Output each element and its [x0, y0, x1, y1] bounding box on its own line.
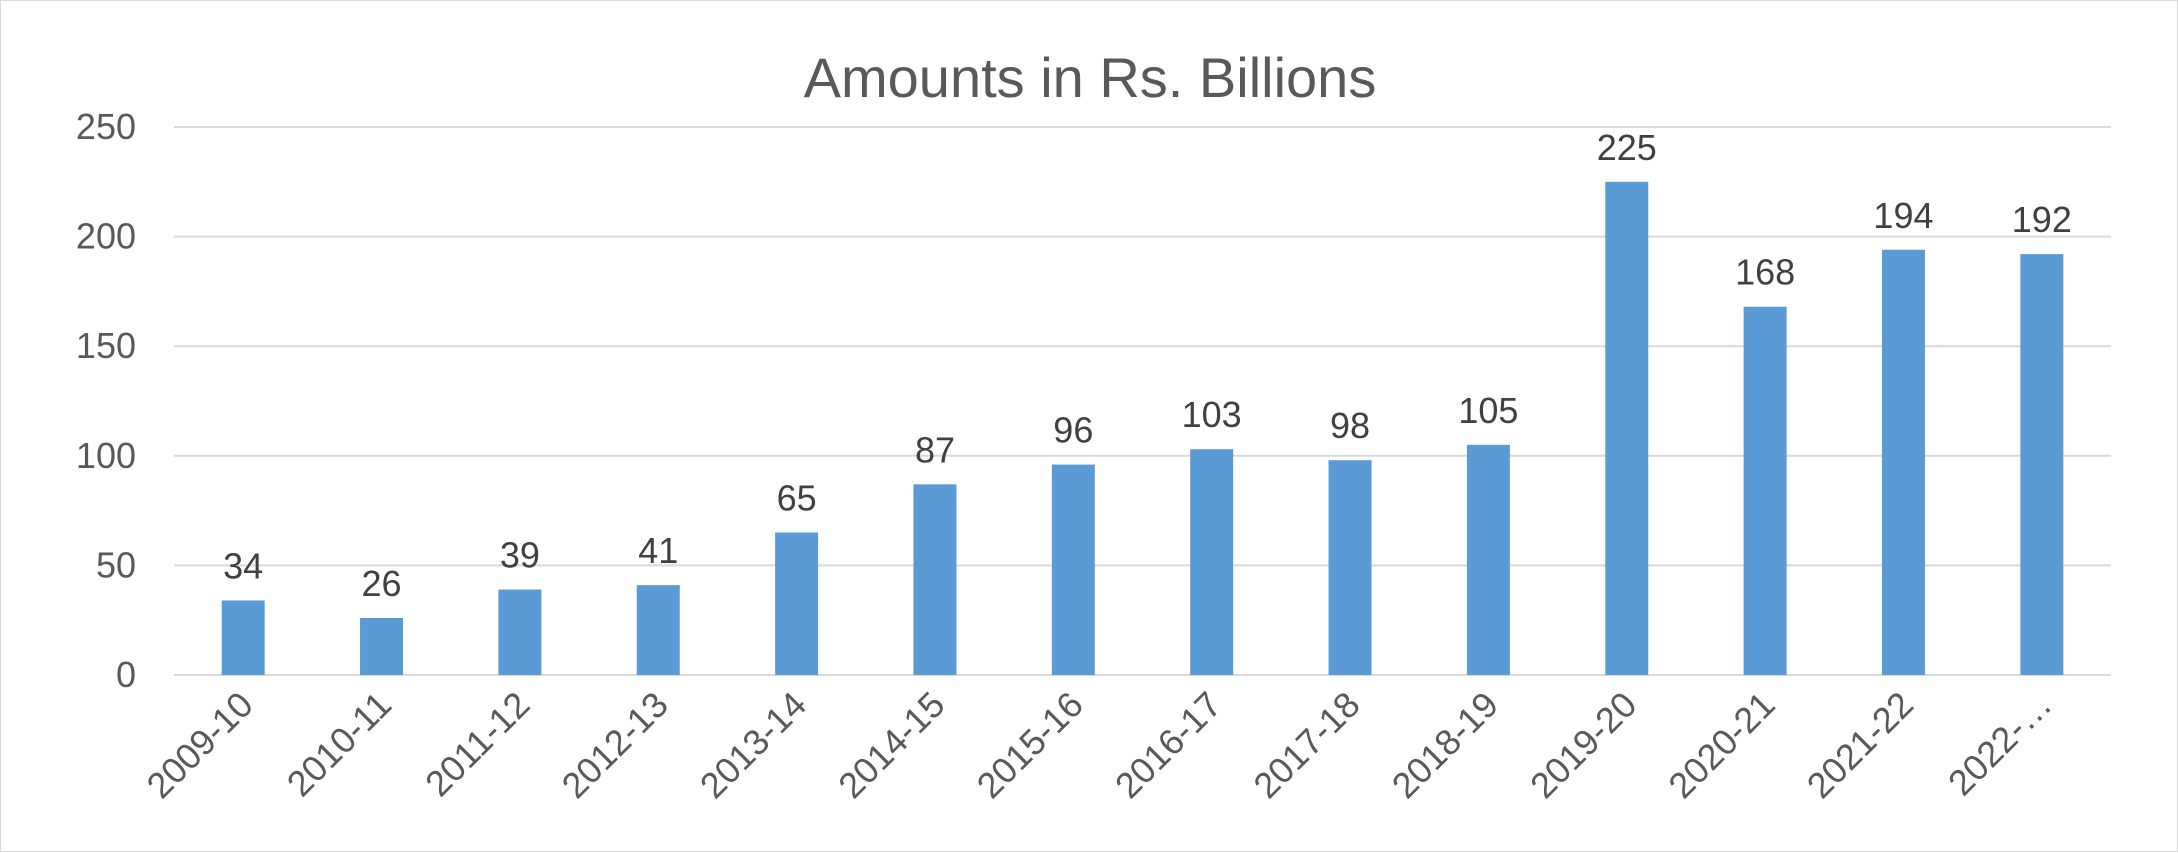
- x-tick-label: 2022-…: [1940, 684, 2060, 804]
- y-tick-label: 50: [96, 544, 136, 585]
- bar: [636, 585, 680, 675]
- bar: [498, 589, 542, 675]
- data-label: 225: [1597, 127, 1657, 168]
- data-label: 96: [1053, 410, 1093, 451]
- x-tick-label: 2009-10: [138, 684, 260, 806]
- bar: [1881, 249, 1925, 675]
- y-tick-label: 100: [76, 435, 136, 476]
- data-label: 98: [1330, 405, 1370, 446]
- data-label: 39: [500, 535, 540, 576]
- gridlines: [174, 126, 2111, 676]
- x-tick-label: 2019-20: [1522, 684, 1644, 806]
- data-label: 87: [915, 429, 955, 470]
- x-tick-label: 2015-16: [969, 684, 1091, 806]
- bar: [1328, 460, 1372, 675]
- y-axis-ticks: 0 50 100 150 200 250: [76, 106, 136, 695]
- data-label: 168: [1735, 252, 1795, 293]
- bar: [913, 484, 957, 675]
- bar: [1743, 306, 1787, 675]
- bar: [1466, 444, 1510, 675]
- bar: [1605, 181, 1649, 676]
- y-tick-label: 200: [76, 216, 136, 257]
- bar: [1051, 464, 1095, 675]
- x-tick-label: 2020-21: [1660, 684, 1782, 806]
- x-tick-label: 2011-12: [417, 684, 538, 805]
- data-label: 41: [638, 530, 678, 571]
- data-label: 192: [2012, 199, 2072, 240]
- y-tick-label: 0: [116, 654, 136, 695]
- x-tick-label: 2014-15: [830, 684, 952, 806]
- bar: [2020, 254, 2064, 676]
- bar: [221, 600, 265, 675]
- bar: [1190, 449, 1234, 675]
- x-axis-ticks: 2009-10 2010-11 2011-12 2012-13 2013-14 2014-…: [138, 684, 2059, 806]
- x-tick-label: 2016-17: [1107, 684, 1229, 806]
- data-label: 34: [223, 545, 263, 586]
- x-tick-label: 2013-14: [692, 684, 814, 806]
- y-tick-label: 150: [76, 325, 136, 366]
- bar: [775, 532, 819, 675]
- bars: [221, 181, 2064, 676]
- data-label: 65: [777, 478, 817, 519]
- x-tick-label: 2012-13: [553, 684, 675, 806]
- y-tick-label: 250: [76, 106, 136, 147]
- data-label: 26: [362, 563, 402, 604]
- data-labels: 34 26 39 41 65 87 96 103 98 105 225 168 194 192: [223, 127, 2072, 604]
- x-tick-label: 2021-22: [1799, 684, 1921, 806]
- x-tick-label: 2010-11: [279, 684, 400, 805]
- x-tick-label: 2017-18: [1245, 684, 1367, 806]
- chart-title: Amounts in Rs. Billions: [803, 46, 1377, 109]
- data-label: 105: [1458, 390, 1518, 431]
- bar: [360, 618, 404, 675]
- data-label: 103: [1182, 394, 1242, 435]
- x-tick-label: 2018-19: [1384, 684, 1506, 806]
- data-label: 194: [1873, 195, 1933, 236]
